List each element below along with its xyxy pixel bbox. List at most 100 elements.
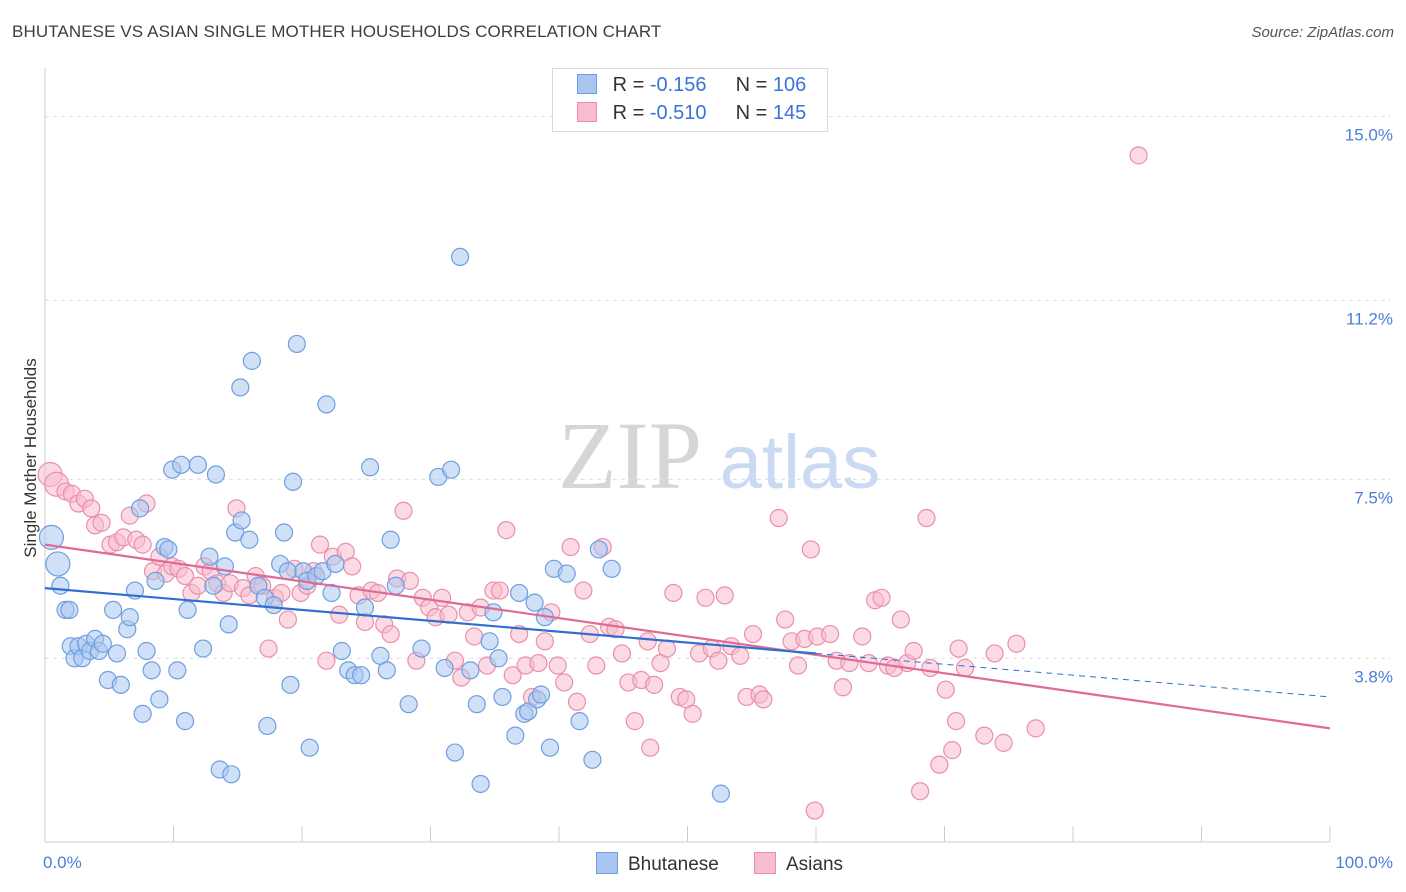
bhutanese-point: [45, 551, 71, 577]
bhutanese-point: [38, 524, 65, 550]
tick-labels: 0.0% 100.0% 3.8% 7.5% 11.2% 15.0%: [43, 126, 1393, 872]
asians-point: [943, 741, 962, 760]
asians-point: [92, 513, 111, 532]
bhutanese-point: [435, 658, 454, 678]
asians-point: [175, 566, 195, 586]
y-tick-label: 11.2%: [1346, 309, 1393, 328]
asians-point: [490, 581, 509, 600]
asians-point: [754, 690, 773, 709]
asians-point: [664, 583, 683, 603]
asians-point: [696, 588, 715, 607]
asians-point: [548, 656, 567, 675]
asians-point: [801, 540, 820, 559]
bhutanese-point: [142, 661, 161, 680]
asians-point: [529, 653, 548, 673]
bhutanese-point: [278, 562, 297, 581]
bhutanese-point: [377, 661, 396, 680]
legend-row-bhutanese: R = -0.156 N = 106: [577, 74, 806, 100]
x-tick-label-min: 0.0%: [43, 853, 82, 872]
asians-point: [394, 501, 413, 520]
asians-point: [994, 733, 1013, 752]
asians-point: [715, 586, 734, 605]
bhutanese-point: [540, 738, 560, 757]
bhutanese-point: [137, 641, 156, 661]
bhutanese-point: [322, 583, 341, 603]
bhutanese-swatch: [577, 74, 597, 94]
bhutanese-point: [583, 750, 602, 769]
bhutanese-point: [283, 472, 303, 491]
y-tick-label: 3.8%: [1354, 667, 1393, 686]
asians-point: [917, 508, 936, 528]
asians-point: [949, 639, 968, 658]
bhutanese-point: [111, 675, 130, 694]
bhutanese-point: [130, 499, 150, 518]
watermark: ZIP atlas: [558, 402, 880, 509]
bhutanese-point: [557, 564, 576, 583]
asians-point: [936, 680, 955, 699]
asians-point: [1007, 634, 1026, 653]
bhutanese-point: [264, 595, 283, 615]
bottom-legend-bhutanese-label: Bhutanese: [628, 854, 719, 875]
bhutanese-point: [193, 639, 213, 658]
bhutanese-point: [317, 395, 336, 414]
asians-point: [709, 651, 728, 670]
asians-point: [561, 537, 580, 557]
bhutanese-trend-line: [44, 587, 817, 655]
asians-point: [317, 651, 336, 670]
asians-swatch: [754, 852, 776, 874]
source-label: Source: ZipAtlas.com: [1251, 24, 1394, 41]
asians-point: [657, 639, 677, 658]
asians-point: [743, 624, 763, 644]
n-value: 106: [772, 74, 807, 96]
bhutanese-point: [484, 603, 503, 622]
asians-point: [535, 632, 554, 651]
asians-point: [465, 627, 484, 646]
r-value: -0.156: [649, 74, 707, 96]
bhutanese-point: [274, 523, 294, 542]
asians-point: [891, 610, 910, 629]
asians-point: [930, 755, 949, 774]
n-label: N =: [735, 74, 768, 96]
bhutanese-point: [352, 666, 371, 685]
bhutanese-point: [519, 702, 538, 721]
bhutanese-point: [531, 685, 551, 704]
bottom-legend-asians: Asians: [754, 852, 843, 876]
bhutanese-point: [168, 661, 187, 680]
bottom-legend-asians-label: Asians: [786, 854, 844, 875]
asians-point: [833, 678, 853, 697]
asians-swatch: [577, 102, 597, 122]
bhutanese-point: [493, 687, 512, 707]
asians-point: [769, 508, 788, 528]
asians-point: [921, 658, 940, 678]
asians-point: [683, 704, 702, 723]
asians-point: [574, 581, 593, 600]
bhutanese-point: [93, 634, 112, 653]
asians-point: [840, 653, 859, 673]
bhutanese-point: [386, 576, 405, 595]
bhutanese-point: [445, 743, 465, 762]
asians-point: [278, 610, 297, 629]
asians-point: [805, 801, 824, 820]
bhutanese-point: [326, 554, 345, 574]
bhutanese-point: [381, 530, 400, 549]
bhutanese-point: [120, 608, 139, 627]
trend-lines: [44, 543, 1331, 730]
chart-title: BHUTANESE VS ASIAN SINGLE MOTHER HOUSEHO…: [12, 22, 662, 41]
bhutanese-point: [107, 644, 127, 663]
asians-point: [330, 605, 349, 624]
asians-point: [975, 726, 994, 745]
axes: [44, 68, 1331, 843]
asians-point: [638, 632, 657, 651]
asians-point: [910, 782, 930, 801]
bhutanese-point: [258, 716, 277, 736]
bhutanese-point: [215, 557, 234, 576]
asians-point: [343, 557, 362, 576]
bhutanese-point: [489, 649, 508, 668]
bhutanese-point: [412, 639, 431, 658]
asians-point: [1129, 146, 1148, 165]
bhutanese-point: [570, 712, 589, 731]
bhutanese-point: [281, 675, 300, 694]
asians-point: [1026, 719, 1045, 738]
asians-point: [644, 675, 664, 694]
bhutanese-point: [510, 583, 529, 603]
